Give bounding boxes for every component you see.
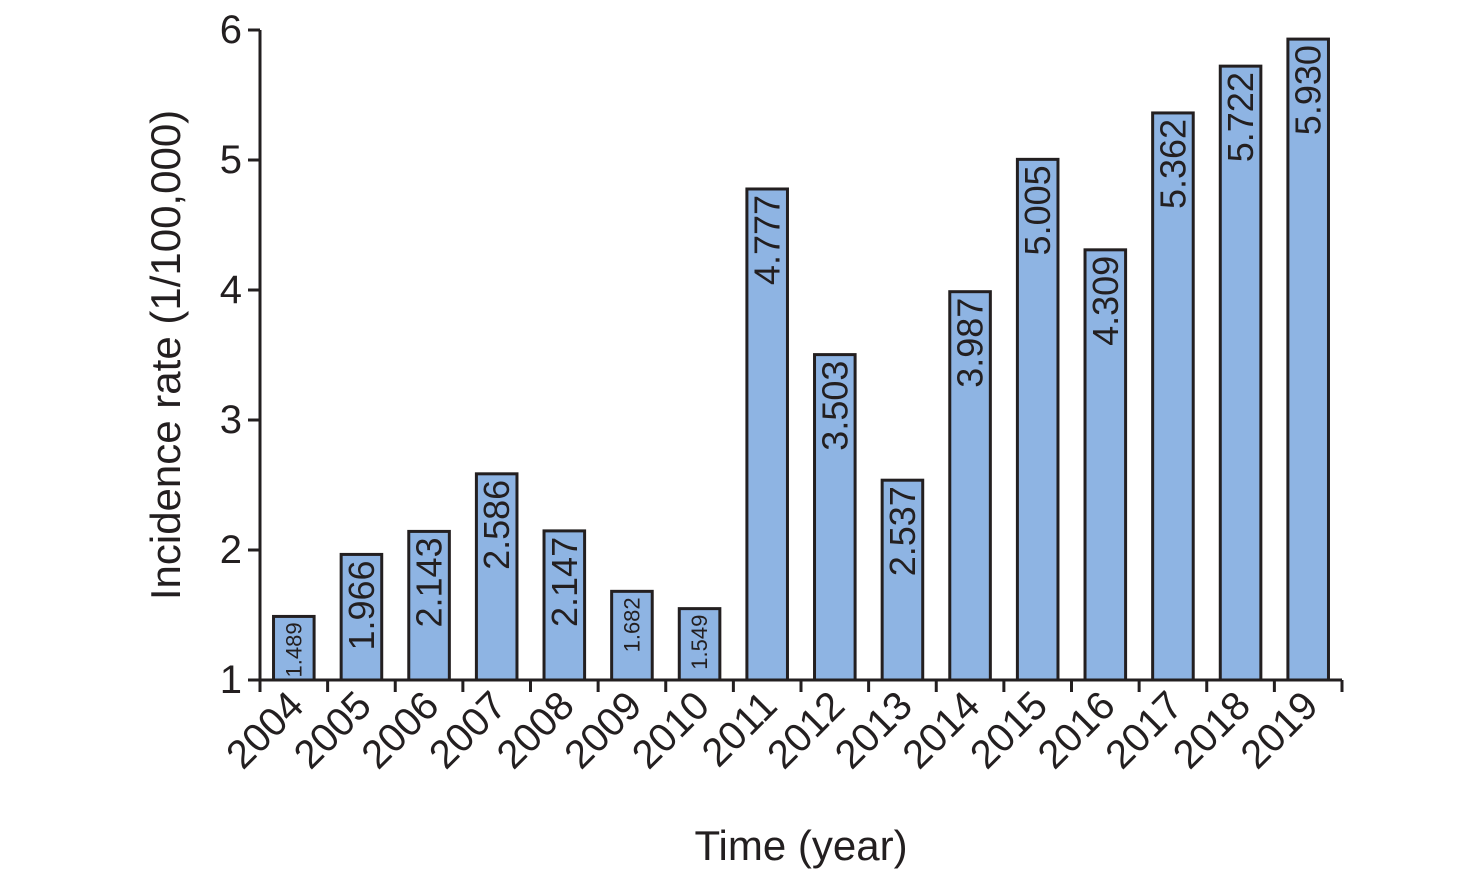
bar-2019 xyxy=(1286,37,1330,682)
bar-value-label: 1.489 xyxy=(281,622,306,677)
x-tick-label: 2006 xyxy=(353,683,447,777)
y-tick-label: 4 xyxy=(220,268,242,312)
x-tick-label: 2013 xyxy=(827,683,921,777)
x-tick-label: 2007 xyxy=(421,683,515,777)
bar-2014 xyxy=(948,290,992,682)
x-axis-title: Time (year) xyxy=(694,822,907,869)
x-tick-label: 2010 xyxy=(624,683,718,777)
bar-value-label: 4.777 xyxy=(747,195,788,285)
x-tick-label: 2009 xyxy=(556,683,650,777)
bar-2009 xyxy=(610,589,654,682)
y-tick-label: 3 xyxy=(220,398,242,442)
bar-2007 xyxy=(474,472,519,682)
x-tick-label: 2012 xyxy=(759,683,853,777)
y-tick-label: 5 xyxy=(220,138,242,182)
x-tick-label: 2011 xyxy=(694,683,786,775)
x-ticks-group: 2004200520062007200820092010201120122013… xyxy=(218,680,1344,777)
bar-value-label: 3.503 xyxy=(814,361,855,451)
bar-value-label: 5.362 xyxy=(1152,119,1193,209)
bar-value-label: 2.586 xyxy=(476,480,517,570)
bar-value-label: 2.147 xyxy=(544,537,585,627)
bars-group xyxy=(272,37,1330,682)
x-tick-label: 2016 xyxy=(1030,683,1124,777)
bar-value-label: 5.005 xyxy=(1017,165,1058,255)
bar-value-label: 1.966 xyxy=(341,560,382,650)
bar-value-label: 5.722 xyxy=(1220,72,1261,162)
y-ticks-group: 1 2 3 4 5 6 xyxy=(220,8,260,702)
y-tick-label: 2 xyxy=(220,528,242,572)
x-tick-label: 2018 xyxy=(1165,683,1259,777)
bar-value-label: 1.549 xyxy=(687,615,712,670)
bar-value-labels-group: 1.489 1.966 2.143 2.586 2.147 1.682 1.549 4.777… xyxy=(281,45,1328,677)
bar-value-label: 2.537 xyxy=(882,486,923,576)
bar-value-label: 3.987 xyxy=(950,298,991,388)
x-tick-label: 2008 xyxy=(489,683,583,777)
y-axis-title: Incidence rate (1/100,000) xyxy=(142,110,189,600)
bar-2015 xyxy=(1015,157,1060,682)
x-tick-label: 2005 xyxy=(286,683,380,777)
x-tick-label: 2015 xyxy=(962,683,1056,777)
bar-2013 xyxy=(880,478,925,682)
bar-2011 xyxy=(745,187,789,682)
x-tick-label: 2014 xyxy=(894,683,988,777)
y-tick-label: 6 xyxy=(220,8,242,52)
bar-value-label: 2.143 xyxy=(409,537,450,627)
bar-value-label: 1.682 xyxy=(619,597,644,652)
bar-2017 xyxy=(1151,111,1195,682)
bar-value-label: 5.930 xyxy=(1288,45,1329,135)
bar-value-label: 4.309 xyxy=(1085,256,1126,346)
y-tick-label: 1 xyxy=(220,658,242,702)
x-tick-label: 2019 xyxy=(1233,683,1327,777)
x-tick-label: 2017 xyxy=(1097,683,1191,777)
